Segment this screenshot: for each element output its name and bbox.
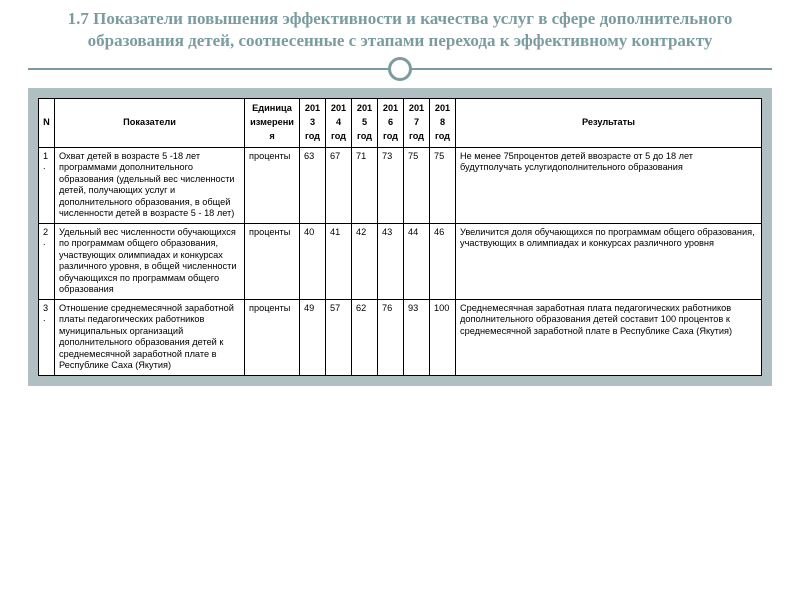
cell-result: Увеличится доля обучающихся по программа… bbox=[456, 223, 762, 299]
table-body: 1. Охват детей в возрасте 5 -18 лет прог… bbox=[39, 147, 762, 375]
cell-unit: проценты bbox=[245, 147, 300, 223]
col-unit: Единица измерения bbox=[245, 99, 300, 147]
cell-2014: 41 bbox=[326, 223, 352, 299]
col-n: N bbox=[39, 99, 55, 147]
col-indicator: Показатели bbox=[55, 99, 245, 147]
table-row: 1. Охват детей в возрасте 5 -18 лет прог… bbox=[39, 147, 762, 223]
table-row: 2. Удельный вес численности обучающихся … bbox=[39, 223, 762, 299]
page-title: 1.7 Показатели повышения эффективности и… bbox=[0, 0, 800, 52]
cell-2014: 67 bbox=[326, 147, 352, 223]
col-result: Результаты bbox=[456, 99, 762, 147]
indicators-table: N Показатели Единица измерения 2013 год … bbox=[38, 98, 762, 375]
cell-unit: проценты bbox=[245, 223, 300, 299]
col-2015: 2015 год bbox=[352, 99, 378, 147]
col-2017: 2017 год bbox=[404, 99, 430, 147]
cell-2017: 75 bbox=[404, 147, 430, 223]
divider-circle bbox=[388, 57, 412, 81]
col-2014: 2014 год bbox=[326, 99, 352, 147]
cell-2018: 75 bbox=[430, 147, 456, 223]
cell-2015: 42 bbox=[352, 223, 378, 299]
cell-indicator: Охват детей в возрасте 5 -18 лет програм… bbox=[55, 147, 245, 223]
title-divider bbox=[0, 54, 800, 84]
cell-2013: 49 bbox=[300, 299, 326, 375]
cell-2013: 63 bbox=[300, 147, 326, 223]
table-row: 3. Отношение среднемесячной заработной п… bbox=[39, 299, 762, 375]
cell-indicator: Удельный вес численности обучающихся по … bbox=[55, 223, 245, 299]
cell-2018: 46 bbox=[430, 223, 456, 299]
cell-2016: 73 bbox=[378, 147, 404, 223]
cell-2015: 62 bbox=[352, 299, 378, 375]
cell-indicator: Отношение среднемесячной заработной плат… bbox=[55, 299, 245, 375]
col-2018: 2018 год bbox=[430, 99, 456, 147]
table-container: N Показатели Единица измерения 2013 год … bbox=[28, 88, 772, 385]
cell-2013: 40 bbox=[300, 223, 326, 299]
cell-n: 1. bbox=[39, 147, 55, 223]
cell-2017: 44 bbox=[404, 223, 430, 299]
cell-result: Среднемесячная заработная плата педагоги… bbox=[456, 299, 762, 375]
cell-2014: 57 bbox=[326, 299, 352, 375]
cell-2016: 76 bbox=[378, 299, 404, 375]
cell-2015: 71 bbox=[352, 147, 378, 223]
col-2013: 2013 год bbox=[300, 99, 326, 147]
cell-result: Не менее 75процентов детей ввозрасте от … bbox=[456, 147, 762, 223]
cell-2016: 43 bbox=[378, 223, 404, 299]
cell-unit: проценты bbox=[245, 299, 300, 375]
cell-2017: 93 bbox=[404, 299, 430, 375]
cell-2018: 100 bbox=[430, 299, 456, 375]
cell-n: 2. bbox=[39, 223, 55, 299]
cell-n: 3. bbox=[39, 299, 55, 375]
col-2016: 2016 год bbox=[378, 99, 404, 147]
table-header-row: N Показатели Единица измерения 2013 год … bbox=[39, 99, 762, 147]
